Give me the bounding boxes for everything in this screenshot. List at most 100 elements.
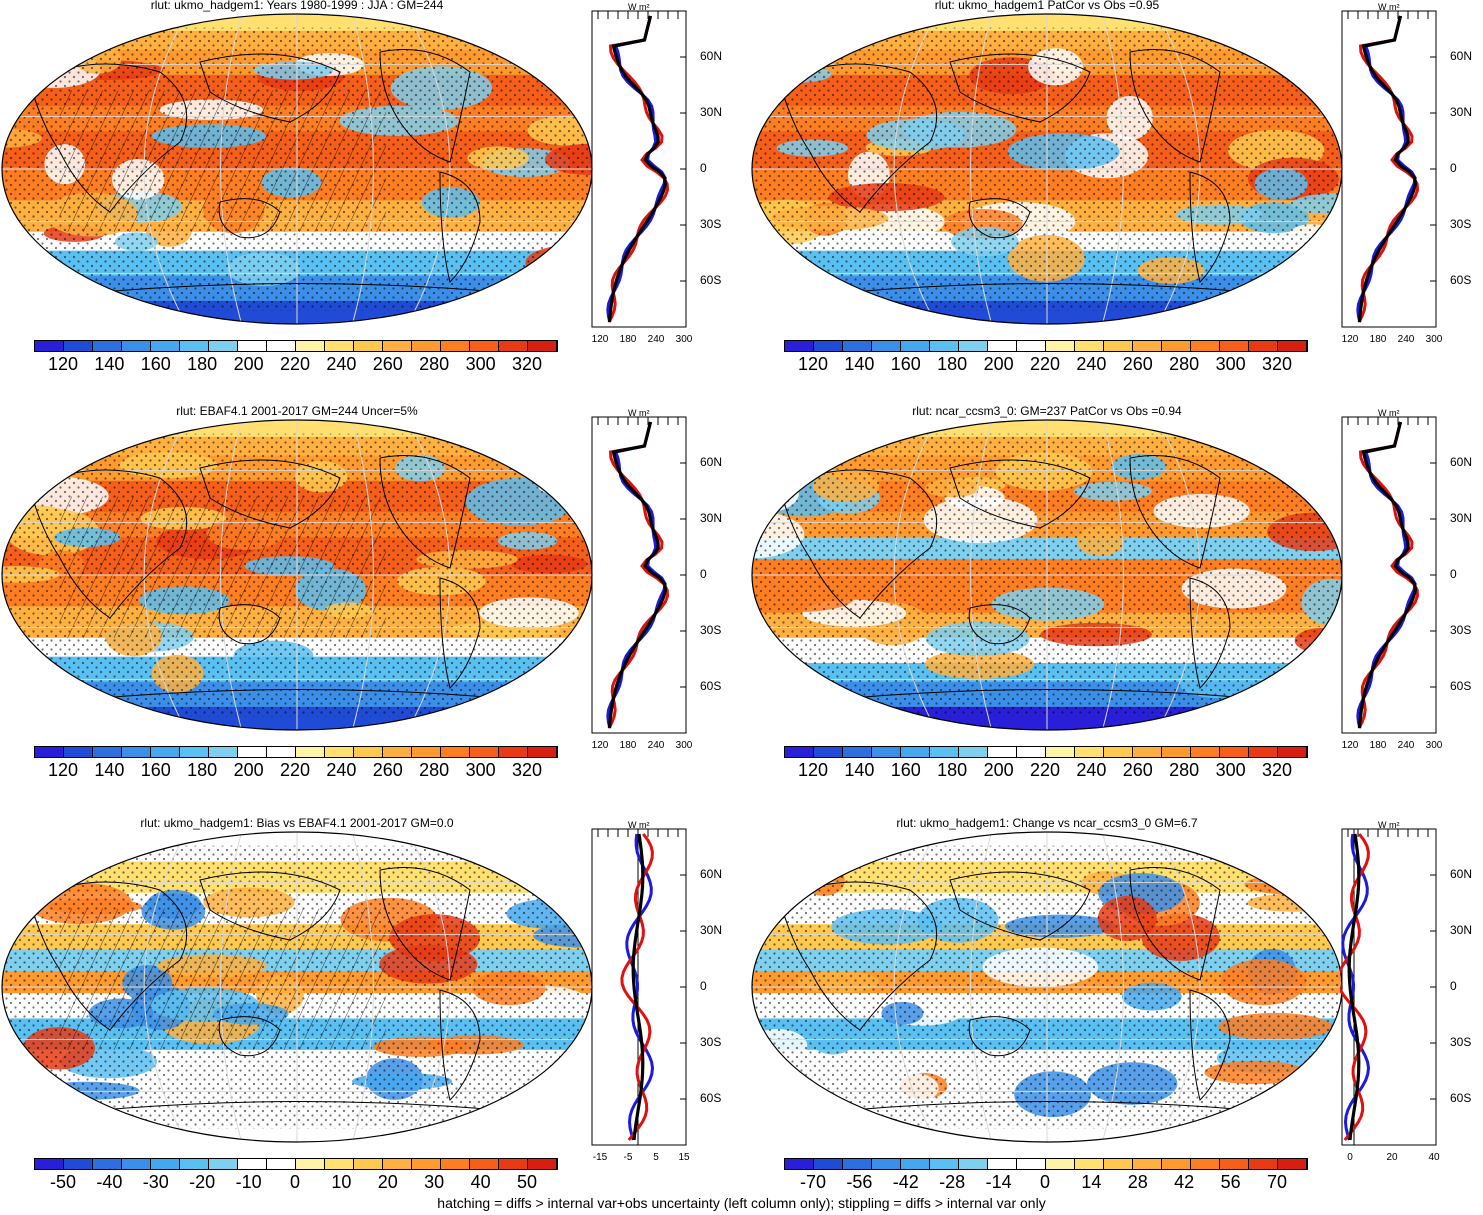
zonal-x-tick-label: 0 xyxy=(1347,1152,1353,1163)
colorbar-labels: 120 140 160 180 200 220 240 260 280 300 320 xyxy=(34,760,556,784)
longitude-gridline xyxy=(351,832,374,1142)
zonal-mean-plot xyxy=(1341,416,1437,734)
zonal-line-blue xyxy=(625,833,655,1141)
zonal-mean-plot xyxy=(591,828,687,1146)
colorbar-tick-label: -14 xyxy=(985,1172,1012,1192)
colorbar-tick-label: 300 xyxy=(1215,354,1246,374)
zonal-x-tick-label: 15 xyxy=(678,1152,690,1163)
robinson-map xyxy=(751,419,1343,731)
zonal-x-tick-label: 20 xyxy=(1386,1152,1398,1163)
colorbar-swatch xyxy=(441,1159,470,1169)
figure-footer-note: hatching = diffs > internal var+obs unce… xyxy=(437,1195,1046,1211)
colorbar-swatch xyxy=(412,341,441,351)
colorbar-swatch xyxy=(872,1159,901,1169)
color-patch xyxy=(1281,866,1342,891)
zonal-unit-label: W m² xyxy=(628,408,650,418)
colorbar-tick-label: 160 xyxy=(140,760,171,780)
longitude-gridline xyxy=(143,420,188,730)
colorbar-swatch xyxy=(814,341,843,351)
longitude-gridline xyxy=(1101,832,1124,1142)
coastline xyxy=(379,867,471,981)
colorbar-swatch xyxy=(1278,747,1307,757)
zonal-mean-plot xyxy=(591,10,687,328)
colorbar-swatch xyxy=(64,747,93,757)
colorbar-swatch xyxy=(383,1159,412,1169)
colorbar-swatch xyxy=(35,1159,64,1169)
map-field xyxy=(752,832,1342,1142)
colorbar-tick-label: 200 xyxy=(983,354,1014,374)
zonal-unit-label: W m² xyxy=(1378,2,1400,12)
colorbar-labels: -50 -40 -30 -20 -10 0 10 20 30 40 50 xyxy=(34,1172,556,1196)
latitude-label: 30S xyxy=(700,623,722,637)
colorbar-tick-label: 120 xyxy=(797,760,829,780)
colorbar-swatch xyxy=(180,1159,209,1169)
colorbar-swatch xyxy=(238,341,267,351)
latitude-label: 0 xyxy=(700,567,707,581)
zonal-line-black xyxy=(607,15,668,323)
colorbar-swatch xyxy=(470,1159,499,1169)
longitude-gridline xyxy=(406,832,451,1142)
colorbar-swatch xyxy=(296,341,325,351)
longitude-gridline xyxy=(1156,832,1201,1142)
zonal-line-black xyxy=(1347,833,1361,1141)
zonal-x-tick-label: 180 xyxy=(1369,740,1387,751)
antarctica-coastline xyxy=(59,1101,541,1115)
colorbar-tick-label: 300 xyxy=(1215,760,1246,780)
colorbar-swatch xyxy=(1133,1159,1162,1169)
latitude-label: 60N xyxy=(700,49,723,63)
zonal-mean-plot xyxy=(591,416,687,734)
colorbar-swatch xyxy=(238,1159,267,1169)
colorbar-swatch xyxy=(151,747,180,757)
colorbar-swatch xyxy=(959,1159,988,1169)
colorbar-swatch xyxy=(1104,341,1133,351)
antarctica-coastline xyxy=(809,689,1291,703)
colorbar-tick-label: 180 xyxy=(187,760,218,780)
colorbar-labels: 120 140 160 180 200 220 240 260 280 300 320 xyxy=(784,354,1306,378)
colorbar-swatch xyxy=(1017,1159,1046,1169)
colorbar-tick-label: 14 xyxy=(1081,1172,1102,1192)
colorbar-tick-label: 240 xyxy=(326,354,357,374)
colorbar-swatch xyxy=(785,1159,814,1169)
zonal-x-tick-label: 120 xyxy=(591,740,609,751)
color-patch xyxy=(536,854,592,902)
latitude-label: 0 xyxy=(700,161,707,175)
colorbar-swatch xyxy=(872,341,901,351)
zonal-x-tick-label: 120 xyxy=(1341,740,1359,751)
colorbar-tick-label: 140 xyxy=(844,760,875,780)
longitude-gridline xyxy=(1156,14,1201,324)
zonal-x-tick-label: -5 xyxy=(623,1152,633,1163)
colorbar-tick-label: 200 xyxy=(233,760,264,780)
robinson-map xyxy=(751,831,1343,1143)
zonal-x-tick-label: 5 xyxy=(653,1152,659,1163)
colorbar-swatch xyxy=(267,341,296,351)
longitude-gridline xyxy=(220,832,243,1142)
colorbar-swatch xyxy=(354,747,383,757)
colorbar-swatch xyxy=(412,747,441,757)
latitude-label: 30S xyxy=(1450,623,1472,637)
antarctica-coastline xyxy=(59,689,541,703)
colorbar-swatch xyxy=(122,1159,151,1169)
latitude-label: 30N xyxy=(1450,105,1473,119)
zonal-x-tick-label: 180 xyxy=(619,740,637,751)
colorbar-swatch xyxy=(296,1159,325,1169)
colorbar-swatch xyxy=(785,747,814,757)
colorbar-swatch xyxy=(64,1159,93,1169)
colorbar-swatch xyxy=(1046,341,1075,351)
colorbar-swatch xyxy=(209,747,238,757)
latitude-label: 0 xyxy=(1450,567,1457,581)
coastline xyxy=(779,881,938,1031)
colorbar-swatch xyxy=(901,747,930,757)
coastline xyxy=(968,604,1031,645)
colorbar-swatch xyxy=(959,747,988,757)
map-field xyxy=(752,420,1342,730)
longitude-gridline xyxy=(143,14,188,324)
latitude-label: 30S xyxy=(1450,1035,1472,1049)
colorbar-tick-label: 280 xyxy=(419,760,450,780)
colorbar-tick-label: 260 xyxy=(1122,760,1153,780)
colorbar-tick-label: 220 xyxy=(1029,354,1061,374)
colorbar-swatch xyxy=(1162,1159,1191,1169)
coastline xyxy=(199,459,341,529)
colorbar xyxy=(34,340,558,352)
colorbar-tick-label: 280 xyxy=(1169,760,1200,780)
coastline xyxy=(968,1016,1031,1057)
